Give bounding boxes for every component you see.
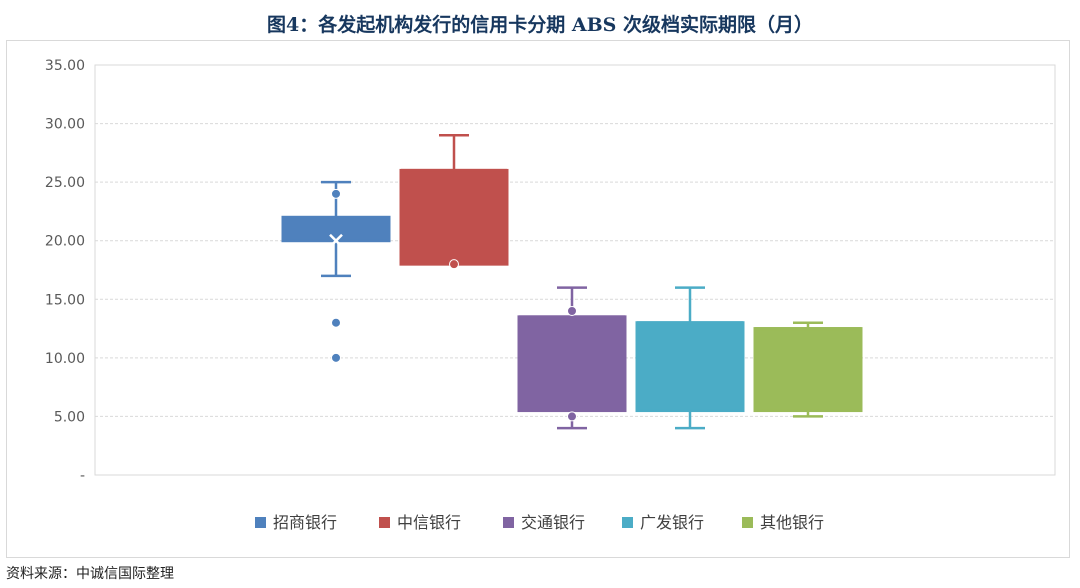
legend-label: 其他银行 <box>760 513 824 532</box>
box-plot-chart: - 5.00 10.00 15.00 20.00 25.00 30.00 35.00 招商银行… <box>45 58 1056 532</box>
y-tick-label: 5.00 <box>54 409 85 425</box>
data-point <box>567 411 577 422</box>
box-series <box>753 321 863 418</box>
legend-label: 交通银行 <box>521 513 585 532</box>
box-series <box>635 286 745 430</box>
legend-label: 中信银行 <box>397 513 461 532</box>
box <box>635 321 745 413</box>
y-tick-label: - <box>80 468 85 484</box>
box <box>517 315 627 413</box>
data-point <box>449 259 459 270</box>
mean-marker <box>329 233 343 248</box>
y-axis: - 5.00 10.00 15.00 20.00 25.00 30.00 35.00 <box>45 58 85 484</box>
box-series <box>281 180 391 363</box>
box <box>753 327 863 413</box>
data-point <box>331 188 341 199</box>
legend-swatch <box>379 517 390 528</box>
chart-frame: - 5.00 10.00 15.00 20.00 25.00 30.00 35.00 招商银行… <box>6 40 1070 558</box>
data-point <box>331 317 341 328</box>
legend-swatch <box>622 517 633 528</box>
y-tick-label: 35.00 <box>45 58 85 74</box>
boxes <box>281 134 863 430</box>
box-series <box>517 286 627 430</box>
chart-title: 图4：各发起机构发行的信用卡分期 ABS 次级档实际期限（月） <box>267 14 813 36</box>
gridlines <box>94 64 1056 476</box>
legend: 招商银行 中信银行 交通银行 广发银行 其他银行 <box>255 513 824 532</box>
y-tick-label: 25.00 <box>45 175 85 191</box>
legend-swatch <box>503 517 514 528</box>
legend-label: 招商银行 <box>273 513 337 532</box>
y-tick-label: 10.00 <box>45 351 85 367</box>
y-tick-label: 20.00 <box>45 234 85 250</box>
legend-swatch <box>742 517 753 528</box>
y-tick-label: 30.00 <box>45 117 85 133</box>
legend-label: 广发银行 <box>640 513 704 532</box>
legend-swatch <box>255 517 266 528</box>
box-series <box>399 134 509 270</box>
data-point <box>331 352 341 363</box>
box <box>399 168 509 266</box>
y-tick-label: 15.00 <box>45 292 85 308</box>
source-note: 资料来源：中诚信国际整理 <box>6 566 174 582</box>
data-point <box>567 306 577 316</box>
